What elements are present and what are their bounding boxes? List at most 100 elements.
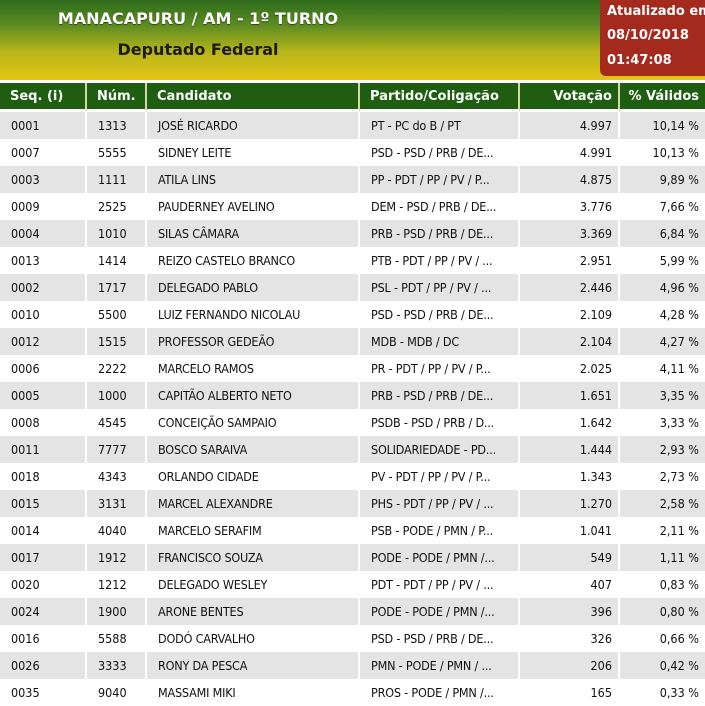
- percent-cell: 10,13 %: [620, 139, 705, 166]
- votes-cell: 165: [520, 679, 620, 706]
- number-cell: 1212: [87, 571, 147, 598]
- percent-cell: 2,11 %: [620, 517, 705, 544]
- column-header-party[interactable]: Partido/Coligação: [360, 83, 520, 112]
- party-cell: PT - PC do B / PT: [360, 112, 520, 139]
- candidate-cell: DELEGADO PABLO: [147, 274, 360, 301]
- percent-cell: 2,73 %: [620, 463, 705, 490]
- percent-cell: 7,66 %: [620, 193, 705, 220]
- percent-cell: 3,33 %: [620, 409, 705, 436]
- column-header-votes[interactable]: Votação: [520, 83, 620, 112]
- table-row[interactable]: 0017 1912 FRANCISCO SOUZA PODE - PODE / PMN…: [0, 544, 705, 571]
- number-cell: 3131: [87, 490, 147, 517]
- number-cell: 1414: [87, 247, 147, 274]
- table-row[interactable]: 0010 5500 LUIZ FERNANDO NICOLAU PSD - PSD /…: [0, 301, 705, 328]
- table-row[interactable]: 0005 1000 CAPITÃO ALBERTO NETO PRB - PSD / …: [0, 382, 705, 409]
- table-row[interactable]: 0004 1010 SILAS CÂMARA PRB - PSD / PRB / DE…: [0, 220, 705, 247]
- candidate-cell: BOSCO SARAIVA: [147, 436, 360, 463]
- candidate-cell: SILAS CÂMARA: [147, 220, 360, 247]
- percent-cell: 9,89 %: [620, 166, 705, 193]
- table-row[interactable]: 0018 4343 ORLANDO CIDADE PV - PDT / PP / PV…: [0, 463, 705, 490]
- votes-cell: 4.875: [520, 166, 620, 193]
- table-row[interactable]: 0006 2222 MARCELO RAMOS PR - PDT / PP / PV …: [0, 355, 705, 382]
- votes-cell: 2.109: [520, 301, 620, 328]
- party-cell: PODE - PODE / PMN /...: [360, 598, 520, 625]
- votes-cell: 396: [520, 598, 620, 625]
- table-row[interactable]: 0020 1212 DELEGADO WESLEY PDT - PDT / PP / …: [0, 571, 705, 598]
- percent-cell: 10,14 %: [620, 112, 705, 139]
- candidate-cell: JOSÉ RICARDO: [147, 112, 360, 139]
- percent-cell: 2,58 %: [620, 490, 705, 517]
- party-cell: PRB - PSD / PRB / DE...: [360, 382, 520, 409]
- party-cell: PSD - PSD / PRB / DE...: [360, 625, 520, 652]
- table-row[interactable]: 0002 1717 DELEGADO PABLO PSL - PDT / PP / P…: [0, 274, 705, 301]
- party-cell: PMN - PODE / PMN / ...: [360, 652, 520, 679]
- table-row[interactable]: 0035 9040 MASSAMI MIKI PROS - PODE / PMN /.…: [0, 679, 705, 706]
- seq-cell: 0026: [0, 652, 87, 679]
- seq-cell: 0024: [0, 598, 87, 625]
- candidate-cell: ORLANDO CIDADE: [147, 463, 360, 490]
- table-row[interactable]: 0008 4545 CONCEIÇÃO SAMPAIO PSDB - PSD / PR…: [0, 409, 705, 436]
- votes-cell: 206: [520, 652, 620, 679]
- page-header: MANACAPURU / AM - 1º TURNO Deputado Fede…: [0, 0, 705, 80]
- party-cell: PSD - PSD / PRB / DE...: [360, 139, 520, 166]
- percent-cell: 2,93 %: [620, 436, 705, 463]
- number-cell: 4545: [87, 409, 147, 436]
- votes-cell: 326: [520, 625, 620, 652]
- votes-cell: 2.025: [520, 355, 620, 382]
- candidate-cell: MARCELO RAMOS: [147, 355, 360, 382]
- table-row[interactable]: 0011 7777 BOSCO SARAIVA SOLIDARIEDADE - PD.…: [0, 436, 705, 463]
- number-cell: 1111: [87, 166, 147, 193]
- percent-cell: 0,66 %: [620, 625, 705, 652]
- percent-cell: 4,96 %: [620, 274, 705, 301]
- seq-cell: 0018: [0, 463, 87, 490]
- party-cell: PSB - PODE / PMN / P...: [360, 517, 520, 544]
- table-row[interactable]: 0012 1515 PROFESSOR GEDEÃO MDB - MDB / DC 2.…: [0, 328, 705, 355]
- column-header-candidate[interactable]: Candidato: [147, 83, 360, 112]
- column-header-percent[interactable]: % Válidos: [620, 83, 705, 112]
- table-row[interactable]: 0016 5588 DODÓ CARVALHO PSD - PSD / PRB / D…: [0, 625, 705, 652]
- table-row[interactable]: 0014 4040 MARCELO SERAFIM PSB - PODE / PMN …: [0, 517, 705, 544]
- number-cell: 4040: [87, 517, 147, 544]
- candidate-cell: LUIZ FERNANDO NICOLAU: [147, 301, 360, 328]
- party-cell: SOLIDARIEDADE - PD...: [360, 436, 520, 463]
- number-cell: 5500: [87, 301, 147, 328]
- seq-cell: 0017: [0, 544, 87, 571]
- party-cell: DEM - PSD / PRB / DE...: [360, 193, 520, 220]
- seq-cell: 0007: [0, 139, 87, 166]
- table-row[interactable]: 0015 3131 MARCEL ALEXANDRE PHS - PDT / PP /…: [0, 490, 705, 517]
- column-header-seq[interactable]: Seq. (i): [0, 83, 87, 112]
- candidate-cell: DELEGADO WESLEY: [147, 571, 360, 598]
- seq-cell: 0001: [0, 112, 87, 139]
- seq-cell: 0016: [0, 625, 87, 652]
- percent-cell: 4,28 %: [620, 301, 705, 328]
- number-cell: 1010: [87, 220, 147, 247]
- party-cell: PDT - PDT / PP / PV / ...: [360, 571, 520, 598]
- number-cell: 1515: [87, 328, 147, 355]
- updated-box: Atualizado em 08/10/2018 01:47:08: [600, 0, 705, 76]
- seq-cell: 0010: [0, 301, 87, 328]
- table-row[interactable]: 0024 1900 ARONE BENTES PODE - PODE / PMN /.…: [0, 598, 705, 625]
- candidate-cell: PROFESSOR GEDEÃO: [147, 328, 360, 355]
- number-cell: 4343: [87, 463, 147, 490]
- candidate-cell: SIDNEY LEITE: [147, 139, 360, 166]
- number-cell: 1912: [87, 544, 147, 571]
- party-cell: PSDB - PSD / PRB / D...: [360, 409, 520, 436]
- updated-date: 08/10/2018: [607, 28, 689, 43]
- candidate-cell: REIZO CASTELO BRANCO: [147, 247, 360, 274]
- column-header-number[interactable]: Núm.: [87, 83, 147, 112]
- table-row[interactable]: 0026 3333 RONY DA PESCA PMN - PODE / PMN / …: [0, 652, 705, 679]
- votes-cell: 1.343: [520, 463, 620, 490]
- table-row[interactable]: 0013 1414 REIZO CASTELO BRANCO PTB - PDT / …: [0, 247, 705, 274]
- candidate-cell: MARCEL ALEXANDRE: [147, 490, 360, 517]
- table-row[interactable]: 0003 1111 ATILA LINS PP - PDT / PP / PV / P…: [0, 166, 705, 193]
- table-row[interactable]: 0009 2525 PAUDERNEY AVELINO DEM - PSD / PRB…: [0, 193, 705, 220]
- party-cell: PTB - PDT / PP / PV / ...: [360, 247, 520, 274]
- table-row[interactable]: 0001 1313 JOSÉ RICARDO PT - PC do B / PT 4.9…: [0, 112, 705, 139]
- party-cell: PV - PDT / PP / PV / P...: [360, 463, 520, 490]
- candidate-cell: ATILA LINS: [147, 166, 360, 193]
- votes-cell: 4.991: [520, 139, 620, 166]
- seq-cell: 0002: [0, 274, 87, 301]
- party-cell: PHS - PDT / PP / PV / ...: [360, 490, 520, 517]
- party-cell: PSD - PSD / PRB / DE...: [360, 301, 520, 328]
- table-row[interactable]: 0007 5555 SIDNEY LEITE PSD - PSD / PRB / DE…: [0, 139, 705, 166]
